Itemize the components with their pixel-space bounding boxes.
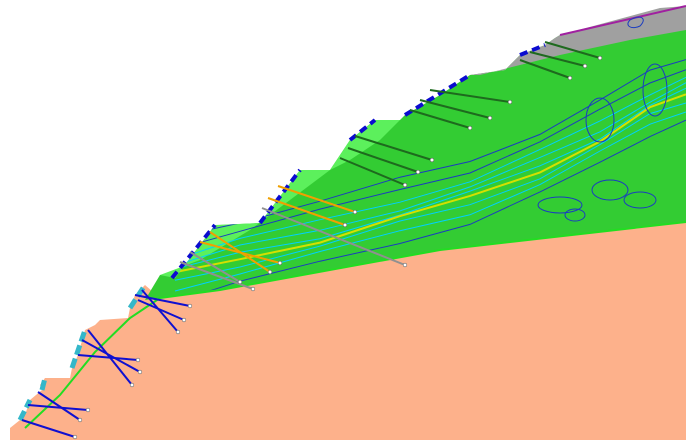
anchor-head (72, 434, 78, 440)
anchor-rod (261, 207, 406, 266)
contour-line (174, 76, 686, 261)
bedrock-region (10, 222, 686, 440)
facing-segment (348, 118, 377, 142)
anchor-head (135, 357, 141, 363)
anchor-head (277, 260, 283, 266)
contour-island (564, 208, 586, 222)
anchor-head (487, 115, 493, 121)
anchor-head (567, 75, 573, 81)
anchor-rod (81, 339, 141, 373)
facing-support (17, 43, 546, 422)
anchor-rod (37, 391, 81, 421)
anchor-rod (27, 404, 89, 411)
anchor-head (175, 329, 181, 335)
contour-line (174, 69, 686, 250)
anchor-rod (137, 299, 185, 321)
anchor-rod (267, 197, 346, 226)
anchor-head (402, 182, 408, 188)
anchor-rod (77, 354, 139, 361)
anchor-rod (409, 109, 471, 129)
contour-island (585, 97, 615, 143)
contour-line (174, 93, 686, 274)
anchor-rod (519, 59, 571, 79)
anchor-rod (141, 289, 179, 333)
anchor-head (415, 169, 421, 175)
anchor-rod (339, 157, 406, 186)
anchor-rod (21, 419, 76, 438)
contour-line (174, 59, 686, 238)
anchor-head (250, 286, 256, 292)
facing-segment (69, 329, 88, 369)
anchor-head (352, 209, 358, 215)
anchor-rod (529, 51, 586, 67)
anchor-rod (347, 147, 419, 173)
facing-segment (258, 168, 302, 225)
anchor-rod (429, 89, 511, 103)
contour-line (174, 87, 686, 270)
contour-island (537, 196, 583, 214)
anchor-head (597, 55, 603, 61)
anchor-rod (354, 135, 433, 161)
anchor-head (187, 303, 193, 309)
anchor-head (467, 125, 473, 131)
contour-line (174, 119, 686, 300)
facing-segment (17, 398, 33, 422)
crest-contour (627, 16, 644, 29)
surficial-band-upper (330, 115, 405, 170)
anchor-group (21, 41, 603, 440)
anchor-rod (134, 294, 191, 307)
contour-line (174, 111, 686, 292)
anchor-head (267, 269, 273, 275)
slope-layer-region (145, 20, 686, 300)
anchor-rod (87, 329, 133, 386)
anchor-head (342, 222, 348, 228)
facing-segment (519, 43, 546, 57)
anchor-head (77, 417, 83, 423)
anchor-rod (209, 231, 271, 273)
anchor-head (85, 407, 91, 413)
anchor-rod (544, 41, 601, 59)
crest-line (559, 5, 686, 36)
anchor-head (507, 99, 513, 105)
facing-segment (127, 283, 148, 310)
anchor-head (429, 157, 435, 163)
anchor-head (402, 262, 408, 268)
anchor-rod (419, 99, 491, 119)
anchor-head (129, 382, 135, 388)
crest-cap (470, 6, 686, 75)
anchor-head (582, 63, 588, 69)
anchor-rod (189, 251, 241, 283)
contour-line (174, 82, 686, 266)
contour-island (623, 191, 657, 209)
contour-island (591, 179, 629, 201)
contour-island (642, 63, 668, 117)
interface-line (24, 221, 686, 429)
anchor-head (237, 279, 243, 285)
anchor-head (181, 317, 187, 323)
anchor-rod (179, 261, 254, 290)
facing-segment (170, 223, 217, 280)
anchor-rod (277, 185, 356, 213)
anchor-head (137, 369, 143, 375)
facing-segment (39, 377, 48, 391)
